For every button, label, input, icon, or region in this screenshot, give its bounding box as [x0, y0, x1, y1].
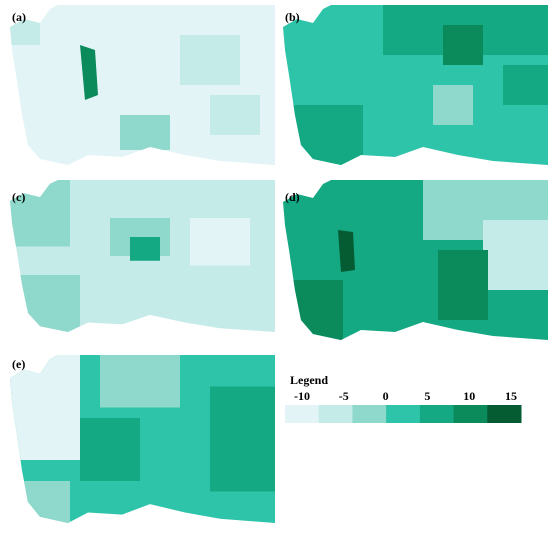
legend-tick-label: 5 [424, 389, 430, 403]
map-panel [283, 180, 548, 340]
map-panel [10, 5, 275, 165]
legend-title: Legend [290, 373, 328, 387]
legend-swatch [285, 405, 320, 423]
map-panel [10, 355, 275, 523]
legend: -10 -5 0 5 10 15 [285, 389, 522, 423]
legend-tick-label: 15 [505, 389, 517, 403]
panel-label: (b) [285, 10, 300, 24]
panel-label: (d) [285, 190, 300, 204]
panel-label: (e) [12, 357, 25, 371]
legend-tick-label: -5 [339, 389, 349, 403]
legend-swatch [386, 405, 421, 423]
legend-swatch [419, 405, 455, 423]
legend-swatch [453, 405, 488, 423]
legend-swatch [352, 405, 387, 423]
legend-tick-label: -10 [294, 389, 310, 403]
map-panel [283, 5, 548, 165]
panel-label: (c) [12, 190, 25, 204]
regions [283, 180, 548, 340]
legend-swatch [487, 405, 522, 423]
legend-tick-label: 0 [383, 389, 389, 403]
panel-label: (a) [12, 10, 26, 24]
legend-tick-label: 10 [463, 389, 475, 403]
legend-swatch [318, 405, 353, 423]
map-panel [10, 180, 275, 332]
